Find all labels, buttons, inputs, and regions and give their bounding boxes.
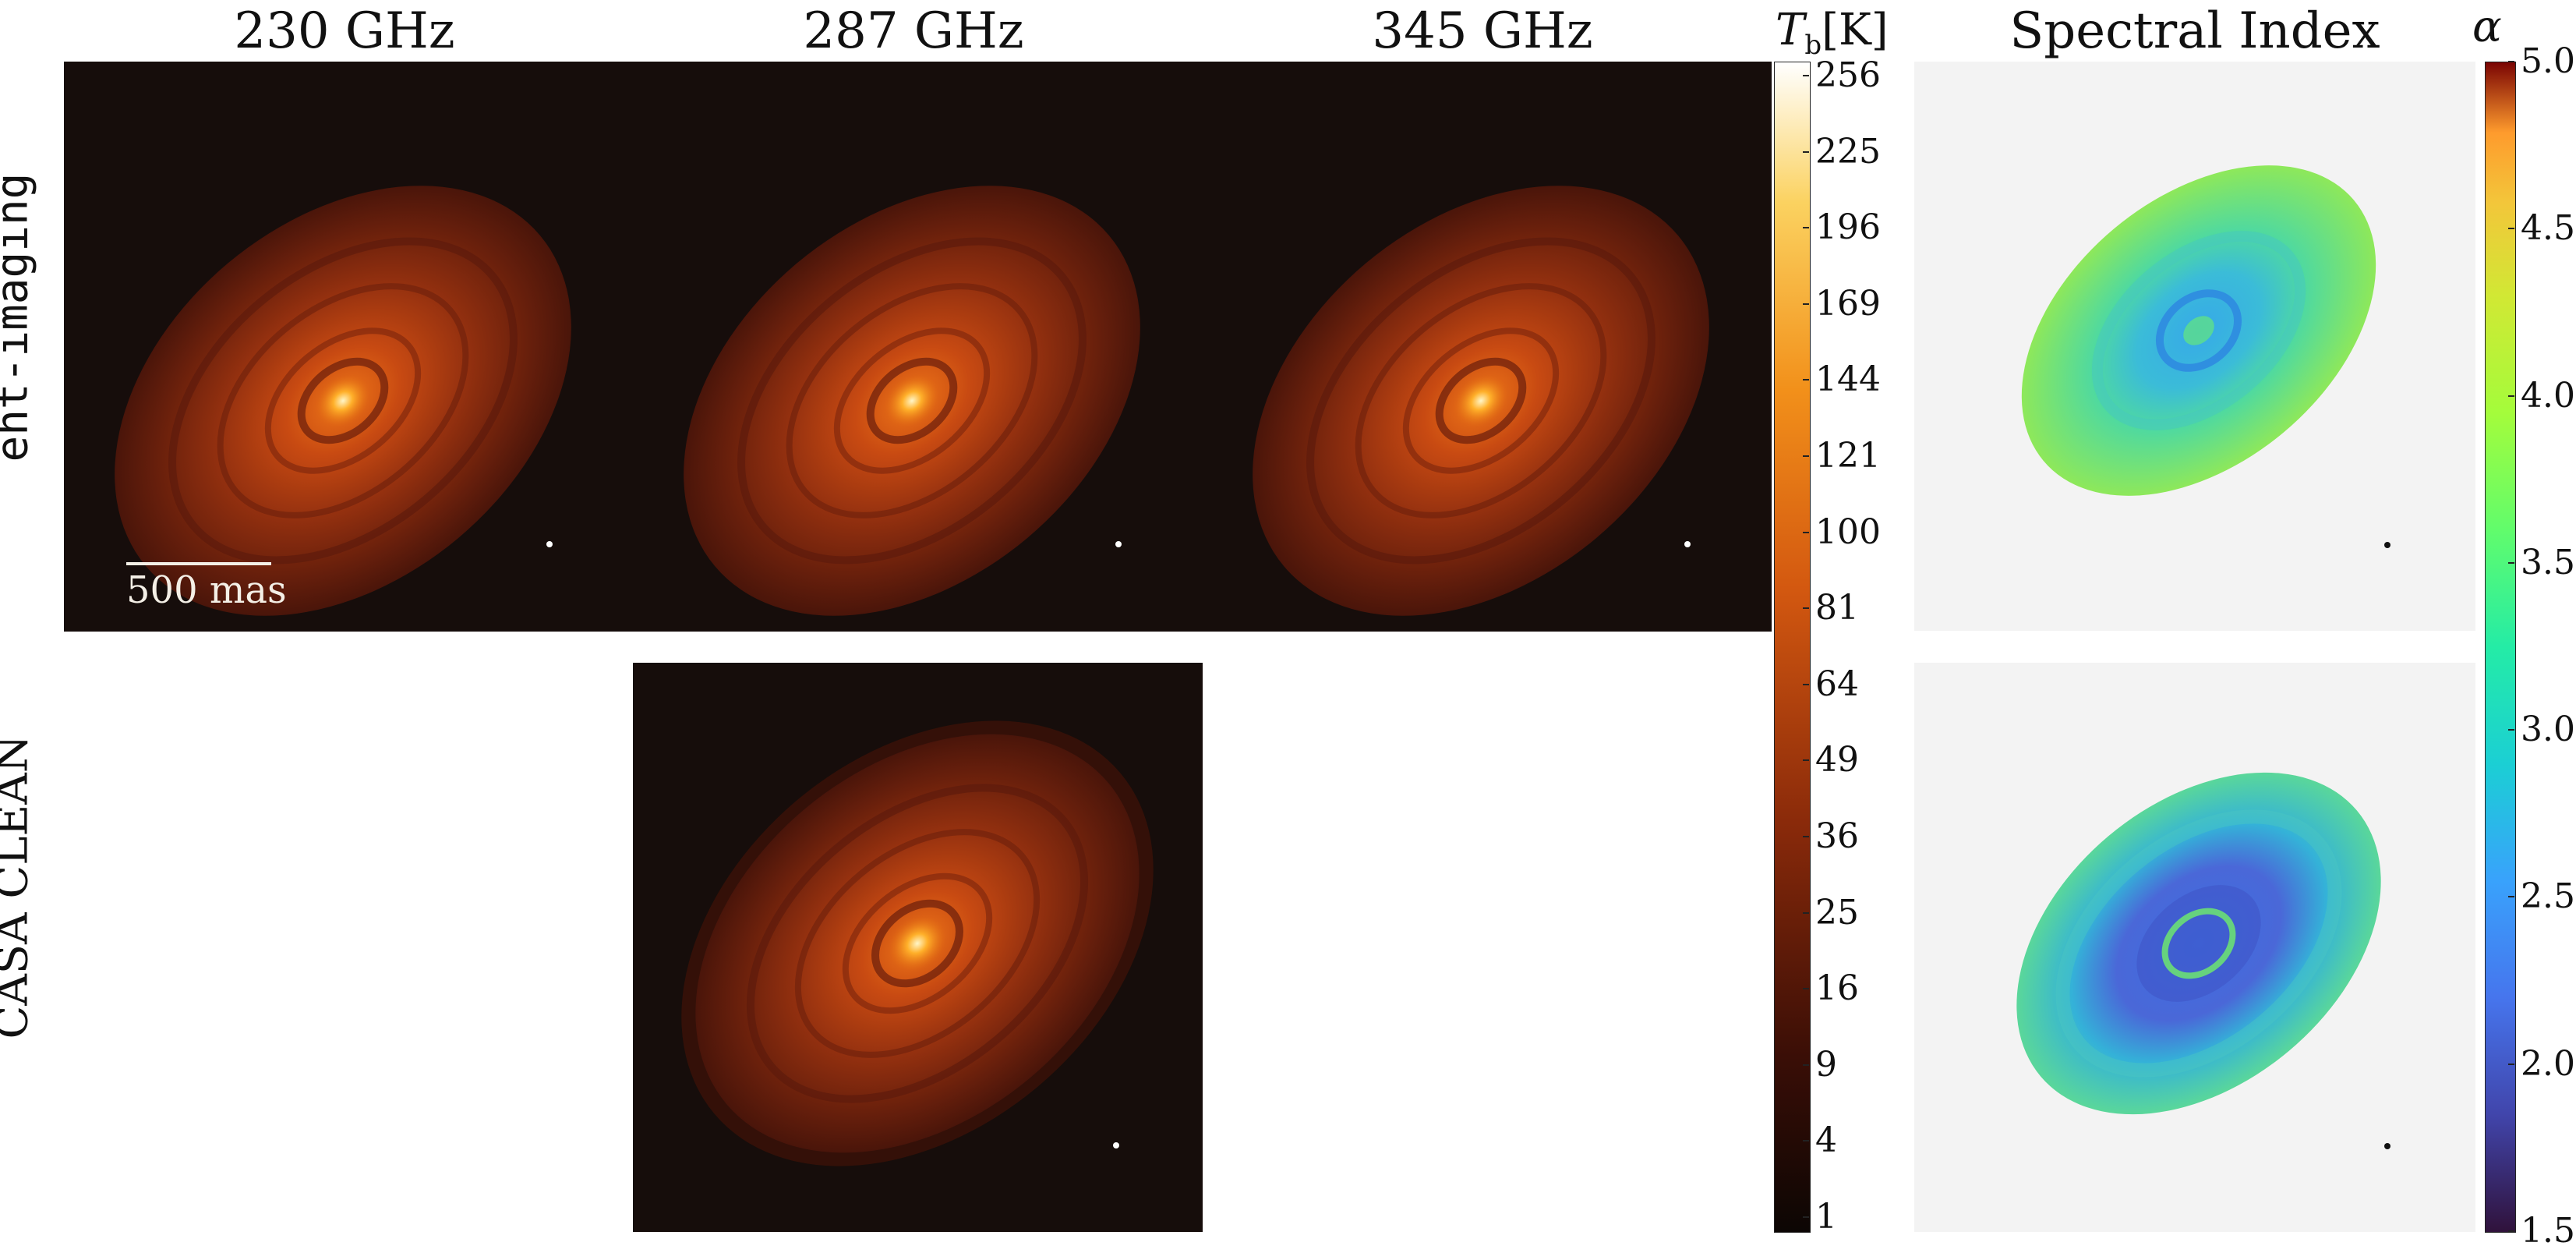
alpha-tick-mark [2508, 561, 2514, 564]
alpha-tick-label: 3.5 [2521, 542, 2575, 582]
tb-label-unit: [K] [1822, 5, 1889, 55]
row-label-eht-imaging: eht-imaging [0, 172, 38, 462]
alpha-colorbar-label: α [2472, 2, 2502, 52]
scale-bar-label: 500 mas [126, 568, 287, 612]
tb-colorbar [1774, 62, 1811, 1233]
tb-tick-mark [1803, 303, 1809, 305]
alpha-tick-label: 2.5 [2521, 876, 2575, 917]
alpha-tick-mark [2508, 228, 2514, 230]
tb-tick-label: 256 [1815, 55, 1881, 95]
spectral-map-casa [2016, 772, 2390, 1149]
tb-tick-label: 49 [1815, 740, 1859, 780]
tb-tick-label: 144 [1815, 359, 1881, 400]
column-title-230: 230 GHz [234, 2, 455, 60]
tb-tick-label: 196 [1815, 207, 1881, 248]
alpha-tick-label: 1.5 [2521, 1211, 2575, 1251]
disk-image-345 [1253, 186, 1709, 616]
disk-image-230 [115, 186, 571, 616]
tb-colorbar-label: Tb[K] [1776, 5, 1889, 61]
tb-tick-mark [1803, 379, 1809, 381]
alpha-tick-mark [2508, 1063, 2514, 1065]
scale-bar [126, 562, 271, 565]
tb-tick-label: 9 [1815, 1044, 1837, 1085]
row-label-casa-clean: CASA CLEAN [0, 734, 38, 1039]
tb-tick-label: 25 [1815, 892, 1859, 933]
alpha-tick-mark [2508, 729, 2514, 731]
alpha-tick-label: 4.0 [2521, 375, 2575, 416]
tb-tick-mark [1803, 455, 1809, 457]
tb-tick-label: 121 [1815, 436, 1881, 476]
tb-tick-mark [1803, 1140, 1809, 1142]
tb-tick-label: 100 [1815, 511, 1881, 552]
column-title-287: 287 GHz [803, 2, 1024, 60]
tb-tick-mark [1803, 150, 1809, 153]
tb-tick-mark [1803, 911, 1809, 914]
tb-tick-label: 4 [1815, 1120, 1837, 1161]
disk-image-287 [684, 186, 1140, 616]
tb-tick-label: 225 [1815, 131, 1881, 172]
tb-tick-label: 81 [1815, 588, 1859, 628]
spectral-index-panel-eht [1914, 62, 2475, 631]
alpha-tick-label: 4.5 [2521, 208, 2575, 249]
disk-image-casa [681, 720, 1154, 1166]
tb-label-symbol: T [1776, 5, 1805, 55]
tb-tick-mark [1803, 227, 1809, 229]
tb-tick-label: 64 [1815, 664, 1859, 704]
tb-tick-label: 36 [1815, 816, 1859, 856]
tb-tick-mark [1803, 988, 1809, 990]
tb-tick-mark [1803, 759, 1809, 762]
tb-tick-mark [1803, 1216, 1809, 1218]
tb-tick-mark [1803, 683, 1809, 685]
spectral-index-panel-casa [1914, 663, 2475, 1232]
column-title-345: 345 GHz [1372, 2, 1593, 60]
tb-tick-mark [1803, 836, 1809, 837]
tb-tick-mark [1803, 1064, 1809, 1066]
alpha-colorbar [2485, 62, 2516, 1233]
alpha-tick-mark [2508, 1230, 2514, 1232]
tb-tick-label: 16 [1815, 968, 1859, 1009]
spectral-index-title: Spectral Index [2009, 2, 2380, 60]
tb-tick-mark [1803, 75, 1809, 76]
alpha-tick-mark [2508, 61, 2514, 62]
tb-tick-mark [1803, 531, 1809, 533]
spectral-map-eht [2021, 165, 2390, 548]
alpha-tick-label: 2.0 [2521, 1043, 2575, 1084]
tb-tick-mark [1803, 607, 1809, 610]
eht-imaging-strip: 500 mas [64, 62, 1772, 632]
alpha-tick-label: 3.0 [2521, 710, 2575, 750]
alpha-tick-label: 5.0 [2521, 41, 2575, 81]
casa-clean-panel [633, 663, 1203, 1232]
alpha-tick-mark [2508, 395, 2514, 397]
alpha-tick-mark [2508, 896, 2514, 898]
tb-label-subscript: b [1804, 30, 1822, 62]
tb-tick-label: 169 [1815, 283, 1881, 324]
tb-tick-label: 1 [1815, 1197, 1837, 1237]
